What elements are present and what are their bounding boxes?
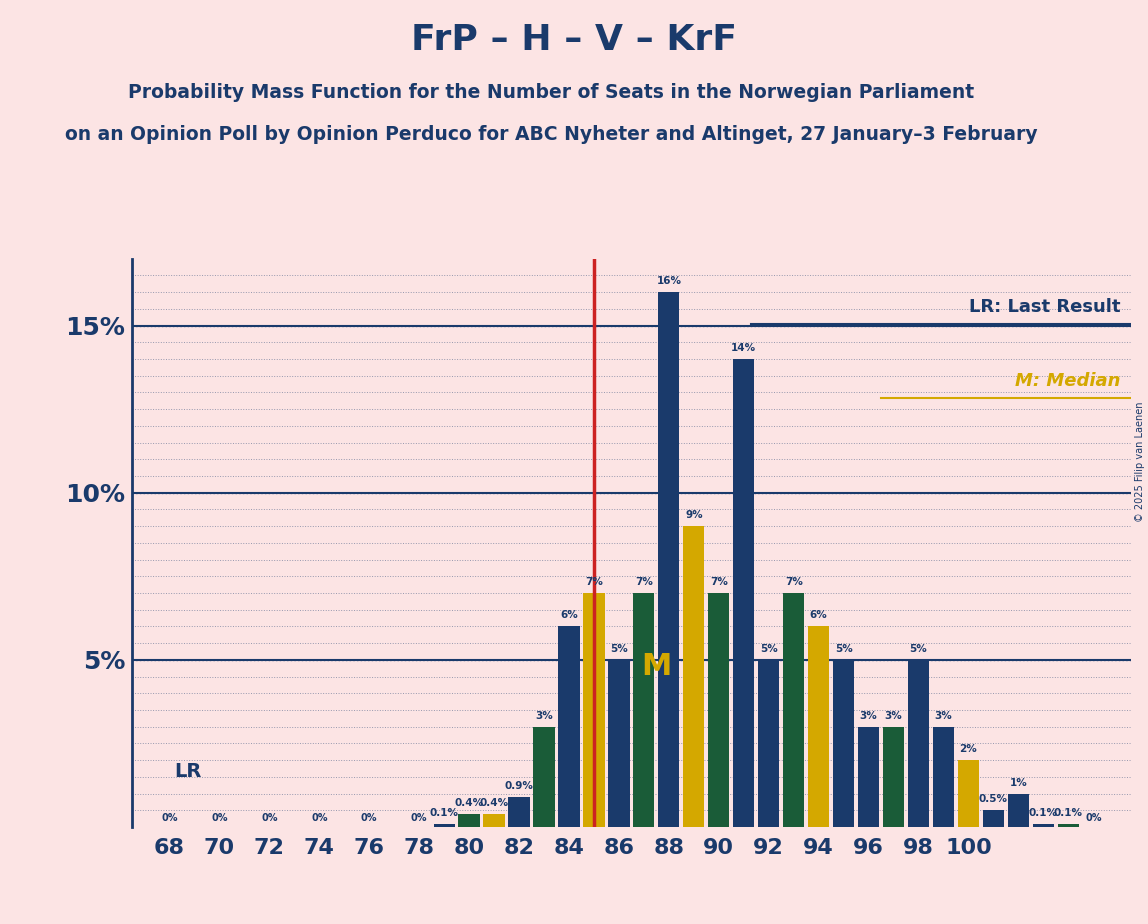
Text: LR: Last Result: LR: Last Result: [969, 298, 1120, 317]
Bar: [858, 726, 879, 827]
Bar: [608, 660, 629, 827]
Text: 3%: 3%: [535, 711, 553, 721]
Text: 0.1%: 0.1%: [1029, 808, 1058, 818]
Text: 0.4%: 0.4%: [455, 797, 483, 808]
Text: M: M: [642, 652, 672, 681]
Bar: [957, 760, 979, 827]
Text: 5%: 5%: [835, 644, 853, 654]
Text: 14%: 14%: [731, 343, 757, 353]
Text: 3%: 3%: [885, 711, 902, 721]
Bar: [933, 726, 954, 827]
Bar: [583, 593, 605, 827]
Text: 7%: 7%: [709, 577, 728, 587]
Text: Probability Mass Function for the Number of Seats in the Norwegian Parliament: Probability Mass Function for the Number…: [127, 83, 975, 103]
Text: 16%: 16%: [657, 276, 682, 286]
Text: 0.9%: 0.9%: [505, 781, 534, 791]
Bar: [683, 526, 705, 827]
Text: 5%: 5%: [610, 644, 628, 654]
Text: 0%: 0%: [360, 813, 378, 823]
Text: on an Opinion Poll by Opinion Perduco for ABC Nyheter and Altinget, 27 January–3: on an Opinion Poll by Opinion Perduco fo…: [64, 125, 1038, 144]
Text: 2%: 2%: [960, 744, 977, 754]
Bar: [808, 626, 829, 827]
Text: 0.1%: 0.1%: [1054, 808, 1083, 818]
Text: 6%: 6%: [560, 611, 577, 620]
Bar: [1057, 823, 1079, 827]
Text: 5%: 5%: [760, 644, 777, 654]
Text: 7%: 7%: [785, 577, 802, 587]
Text: FrP – H – V – KrF: FrP – H – V – KrF: [411, 23, 737, 57]
Text: 7%: 7%: [585, 577, 603, 587]
Text: 3%: 3%: [860, 711, 877, 721]
Bar: [908, 660, 929, 827]
Bar: [634, 593, 654, 827]
Bar: [483, 814, 505, 827]
Text: 0%: 0%: [1085, 813, 1102, 823]
Text: 3%: 3%: [934, 711, 953, 721]
Bar: [1033, 823, 1054, 827]
Bar: [758, 660, 779, 827]
Text: © 2025 Filip van Laenen: © 2025 Filip van Laenen: [1134, 402, 1145, 522]
Text: 7%: 7%: [635, 577, 653, 587]
Text: LR: LR: [174, 762, 202, 781]
Text: 0.5%: 0.5%: [979, 795, 1008, 804]
Bar: [509, 796, 529, 827]
Text: 6%: 6%: [809, 611, 828, 620]
Bar: [883, 726, 905, 827]
Bar: [734, 359, 754, 827]
Bar: [783, 593, 805, 827]
Text: 1%: 1%: [1009, 777, 1027, 787]
Text: 0%: 0%: [311, 813, 327, 823]
Bar: [833, 660, 854, 827]
Bar: [534, 726, 554, 827]
Text: 0%: 0%: [211, 813, 227, 823]
Text: 0%: 0%: [411, 813, 427, 823]
Bar: [434, 823, 455, 827]
Bar: [658, 292, 680, 827]
Text: 0.1%: 0.1%: [429, 808, 459, 818]
Text: 5%: 5%: [909, 644, 928, 654]
Text: 0%: 0%: [261, 813, 278, 823]
Text: 0.4%: 0.4%: [480, 797, 509, 808]
Bar: [458, 814, 480, 827]
Bar: [983, 810, 1004, 827]
Bar: [708, 593, 729, 827]
Bar: [1008, 794, 1029, 827]
Text: M: Median: M: Median: [1015, 372, 1120, 390]
Bar: [558, 626, 580, 827]
Text: 0%: 0%: [161, 813, 178, 823]
Text: 9%: 9%: [685, 510, 703, 520]
